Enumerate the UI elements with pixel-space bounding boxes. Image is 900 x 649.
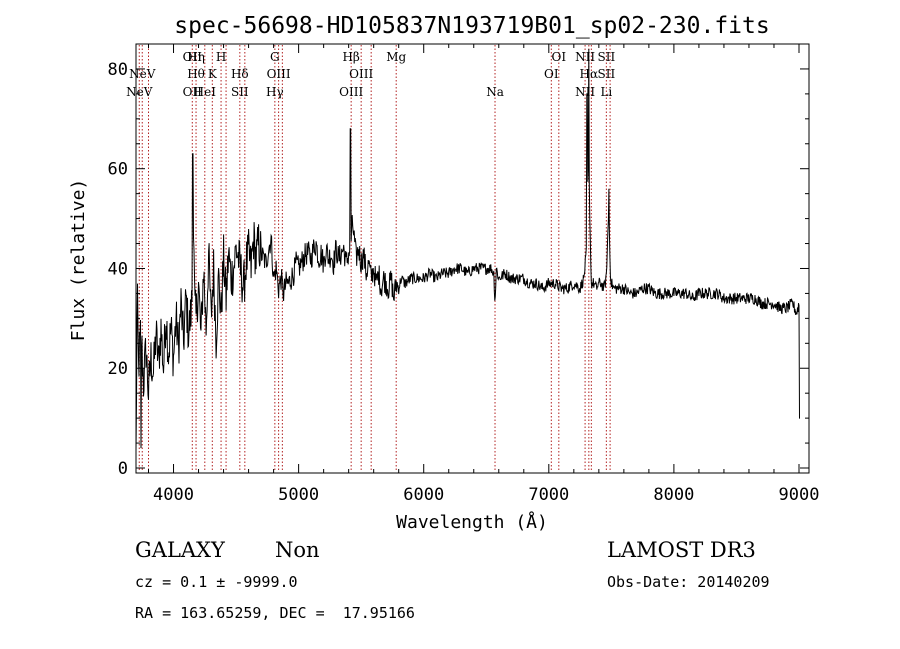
y-tick-label: 80: [108, 60, 128, 80]
line-marker-label: OI: [552, 50, 567, 64]
y-tick-label: 60: [108, 160, 128, 180]
cz-readout: cz = 0.1 ± -9999.0: [135, 573, 298, 591]
line-marker-label: NeV: [126, 85, 153, 99]
line-marker-label: G: [270, 50, 280, 64]
x-tick-label: 6000: [403, 485, 444, 505]
spectrum-line: [135, 48, 800, 451]
line-markers: [138, 45, 611, 472]
x-tick-label: 5000: [278, 485, 319, 505]
line-marker-label: SII: [231, 85, 249, 99]
line-marker-label: NII: [575, 50, 595, 64]
coordinates: RA = 163.65259, DEC = 17.95166: [135, 604, 415, 622]
line-marker-label: Li: [600, 85, 612, 99]
line-marker-label: Mg: [386, 50, 406, 64]
y-axis-label: Flux (relative): [68, 179, 89, 342]
line-marker-label: Hδ: [231, 67, 249, 81]
y-tick-label: 20: [108, 359, 128, 379]
line-marker-label: Na: [486, 85, 504, 99]
axes: 4000 5000 6000 7000 8000 9000 0 20 40 60 80: [108, 43, 820, 505]
x-tick-label: 7000: [528, 485, 569, 505]
line-marker-label: HeI: [194, 85, 217, 99]
line-marker-label: SII: [597, 67, 615, 81]
line-marker-label: OII: [183, 50, 203, 64]
object-subclass: Non: [275, 538, 320, 562]
object-class: GALAXY: [135, 538, 225, 562]
x-tick-label: 4000: [153, 485, 194, 505]
x-tick-label: 9000: [779, 485, 820, 505]
obs-date: Obs-Date: 20140209: [607, 573, 770, 591]
line-marker-label: NII: [575, 85, 595, 99]
line-marker-label: K: [208, 67, 218, 81]
x-tick-label: 8000: [653, 485, 694, 505]
line-marker-label: OII: [183, 85, 203, 99]
survey-name: LAMOST DR3: [607, 538, 756, 562]
plot-frame: [135, 43, 810, 474]
line-marker-label: Hγ: [266, 85, 284, 99]
line-marker-label: OIII: [349, 67, 373, 81]
line-marker-label: SII: [597, 50, 615, 64]
line-marker-label: NeV: [129, 67, 156, 81]
line-marker-label: H: [216, 50, 226, 64]
line-marker-label: Hθ: [187, 67, 205, 81]
line-marker-label: OIII: [339, 85, 363, 99]
line-marker-labels: NeVNeVOIIOIIHηHθHeIKHHδSIIGHγOIIIHβOIIIO…: [126, 50, 615, 99]
line-marker-label: OI: [544, 67, 559, 81]
line-marker-label: Hη: [187, 50, 205, 64]
series-group: [135, 48, 800, 451]
line-marker-label: Hβ: [342, 50, 359, 64]
chart-title: spec-56698-HD105837N193719B01_sp02-230.f…: [174, 13, 769, 39]
y-tick-label: 0: [118, 459, 128, 479]
y-tick-label: 40: [108, 259, 128, 279]
line-marker-label: OIII: [267, 67, 291, 81]
x-axis-label: Wavelength (Å): [396, 511, 548, 533]
